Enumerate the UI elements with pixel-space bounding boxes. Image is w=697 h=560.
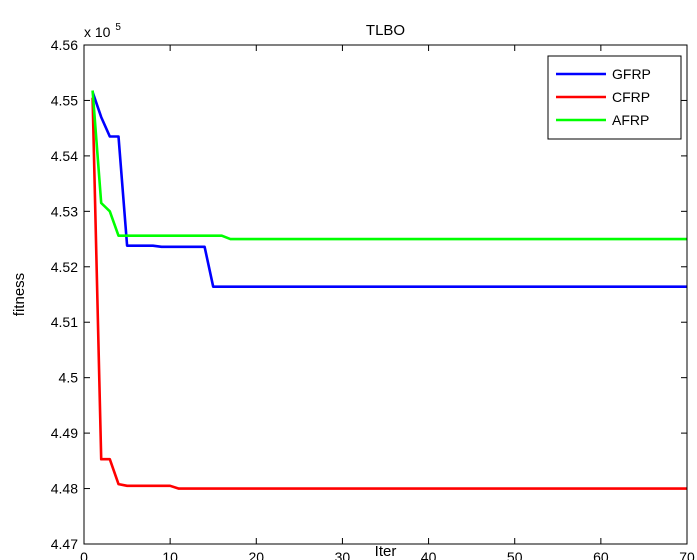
series-lines — [91, 90, 687, 490]
y-axis-exponent-label: x 10 5 — [84, 22, 121, 40]
y-tick-label: 4.48 — [51, 481, 78, 497]
chart-title: TLBO — [366, 22, 405, 39]
series-line-cfrp — [91, 97, 687, 490]
y-tick-label: 4.47 — [51, 536, 78, 552]
x-tick-label: 60 — [593, 549, 609, 560]
x-tick-label: 20 — [248, 549, 264, 560]
legend-label-afrp: AFRP — [612, 112, 649, 128]
y-tick-label: 4.54 — [51, 148, 78, 164]
y-tick-label: 4.53 — [51, 203, 78, 219]
y-tick-label: 4.52 — [51, 259, 78, 275]
legend-label-gfrp: GFRP — [612, 66, 651, 82]
y-tick-label: 4.5 — [59, 370, 79, 386]
y-tick-label: 4.56 — [51, 37, 78, 53]
y-tick-label: 4.55 — [51, 92, 78, 108]
series-line-gfrp — [91, 91, 687, 289]
exponent-base: x 10 — [84, 24, 111, 40]
y-axis-label: fitness — [11, 273, 28, 316]
y-tick-label: 4.51 — [51, 314, 78, 330]
x-tick-label: 30 — [335, 549, 351, 560]
plot-frame — [83, 44, 688, 545]
series-line-afrp — [91, 90, 687, 241]
axis-ticks: 0 10 20 30 40 50 60 70 4.47 4.48 4.49 4.5 4.51 4.52 4.… — [51, 37, 695, 560]
legend-label-cfrp: CFRP — [612, 89, 650, 105]
x-tick-label: 40 — [421, 549, 437, 560]
x-tick-label: 70 — [679, 549, 695, 560]
x-axis-label: Iter — [375, 543, 397, 560]
x-tick-label: 50 — [507, 549, 523, 560]
exponent-power: 5 — [115, 22, 121, 33]
y-tick-label: 4.49 — [51, 425, 78, 441]
legend: GFRP CFRP AFRP — [547, 55, 682, 140]
x-tick-label: 10 — [162, 549, 178, 560]
x-tick-label: 0 — [80, 549, 88, 560]
